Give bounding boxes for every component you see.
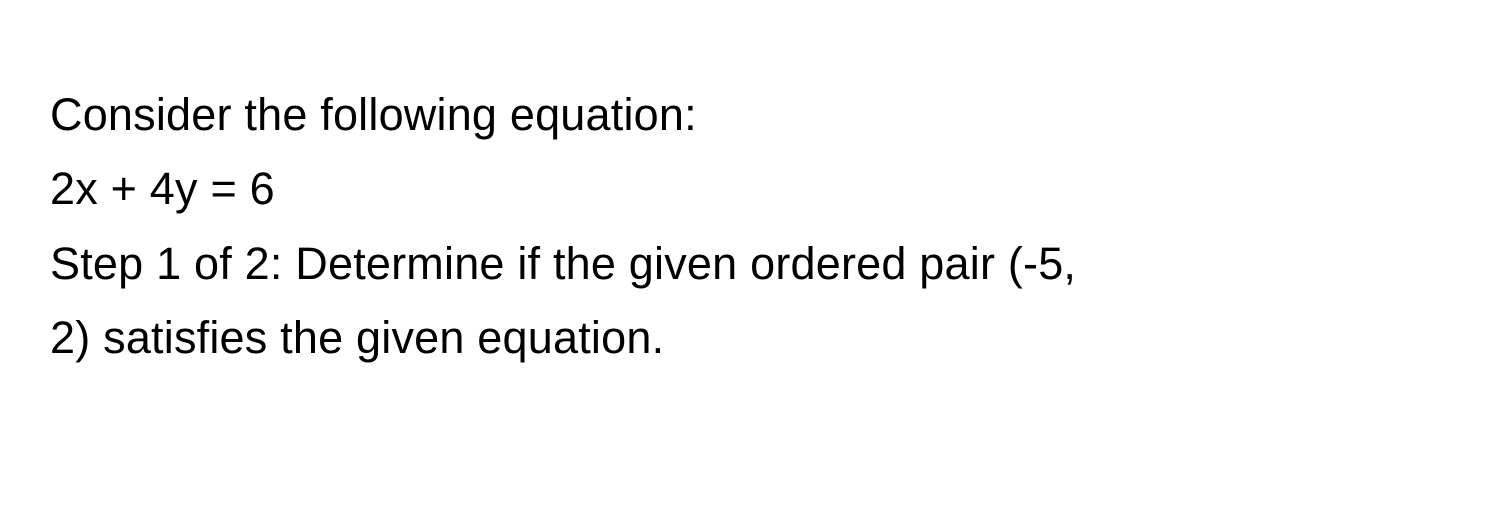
step-text-line1: Step 1 of 2: Determine if the given orde… xyxy=(50,227,1450,301)
intro-text: Consider the following equation: xyxy=(50,78,1450,152)
equation-text: 2x + 4y = 6 xyxy=(50,152,1450,226)
step-text-line2: 2) satisfies the given equation. xyxy=(50,301,1450,375)
problem-content: Consider the following equation: 2x + 4y… xyxy=(0,0,1500,375)
